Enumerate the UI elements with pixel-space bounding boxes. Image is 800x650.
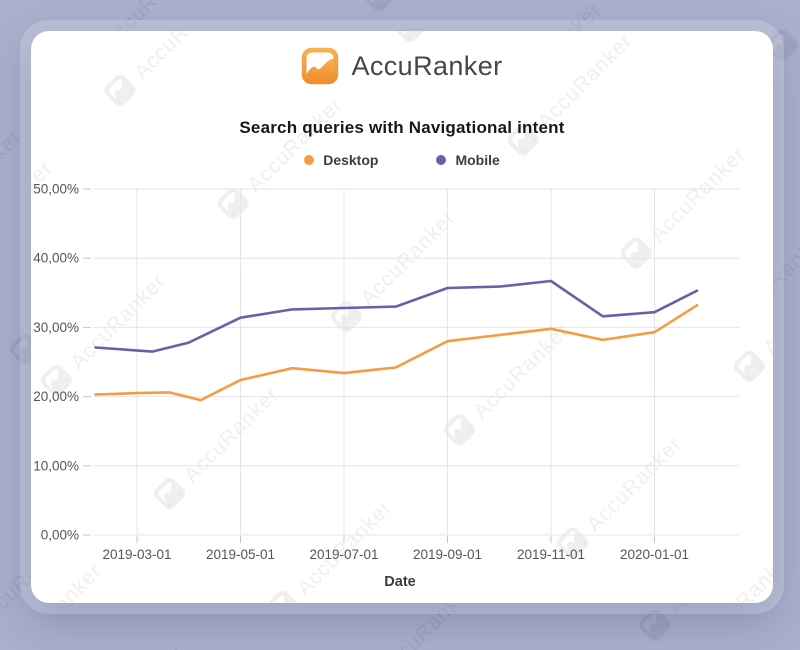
x-tick-label: 2019-05-01 <box>206 547 275 562</box>
y-tick-label: 50,00% <box>33 182 79 197</box>
legend-item-desktop[interactable]: Desktop <box>304 152 378 168</box>
y-tick-label: 40,00% <box>33 251 79 266</box>
chart-legend: Desktop Mobile <box>31 152 773 168</box>
y-tick-label: 20,00% <box>33 389 79 404</box>
legend-item-mobile[interactable]: Mobile <box>436 152 500 168</box>
legend-mobile-dot-icon <box>436 155 447 165</box>
x-axis-title: Date <box>384 574 415 590</box>
legend-desktop-dot-icon <box>304 155 315 165</box>
x-tick-label: 2020-01-01 <box>620 547 689 562</box>
chart-title: Search queries with Navigational intent <box>239 118 565 137</box>
accuranker-logo-lockup: AccuRanker <box>31 47 773 85</box>
x-tick-label: 2019-09-01 <box>413 547 482 562</box>
x-tick-label: 2019-07-01 <box>309 547 378 562</box>
y-tick-label: 10,00% <box>33 458 79 473</box>
x-tick-label: 2019-11-01 <box>517 547 585 562</box>
accuranker-logo-icon <box>302 47 339 85</box>
report-card: AccuRanker AccuRank <box>31 31 773 603</box>
legend-desktop-label: Desktop <box>323 152 379 168</box>
desktop-line <box>94 304 699 402</box>
legend-mobile-label: Mobile <box>455 152 500 168</box>
y-tick-label: 30,00% <box>33 320 79 335</box>
y-tick-label: 0,00% <box>41 528 79 543</box>
mobile-line <box>94 279 699 353</box>
x-tick-label: 2019-03-01 <box>102 547 171 562</box>
brand-name: AccuRanker <box>351 50 503 81</box>
line-chart: 0,00% 10,00% 20,00% 30,00% 40,00% 50,00% 2019-… <box>33 182 739 590</box>
